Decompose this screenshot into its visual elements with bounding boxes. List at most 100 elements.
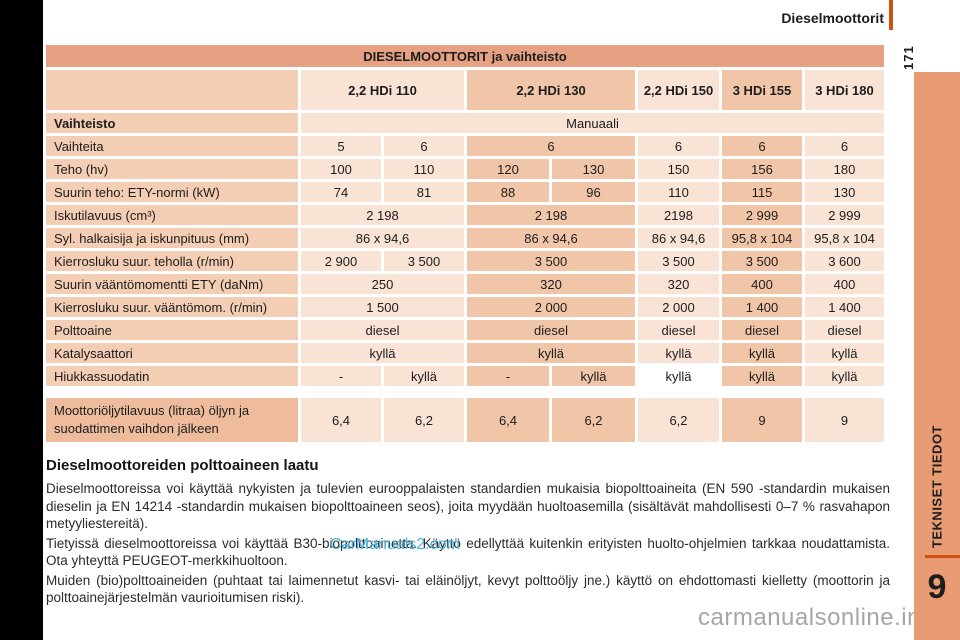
table-row: Kierrosluku suur. teholla (r/min) 2 900 … — [46, 251, 884, 271]
cell: kyllä — [638, 343, 719, 363]
cell: 6 — [805, 136, 884, 156]
header-empty-cell — [46, 70, 298, 110]
cell: 3 600 — [805, 251, 884, 271]
table-row: Syl. halkaisija ja iskunpituus (mm) 86 x… — [46, 228, 884, 248]
cell: 320 — [467, 274, 635, 294]
column-header: 3 HDi 155 — [722, 70, 802, 110]
cell: 95,8 x 104 — [805, 228, 884, 248]
cell: 6,2 — [638, 398, 719, 442]
row-label: Suurin vääntömomentti ETY (daNm) — [46, 274, 298, 294]
cell: kyllä — [805, 366, 884, 386]
row-label: Suurin teho: ETY-normi (kW) — [46, 182, 298, 202]
watermark-carmanualsonline: carmanualsonline.info — [698, 604, 942, 631]
running-header-accent-bar — [889, 0, 893, 30]
cell: 88 — [467, 182, 549, 202]
cell: 180 — [805, 159, 884, 179]
cell: 96 — [552, 182, 635, 202]
row-label: Polttoaine — [46, 320, 298, 340]
cell: 6,2 — [384, 398, 464, 442]
cell: 6 — [467, 136, 635, 156]
cell: 130 — [805, 182, 884, 202]
row-label: Teho (hv) — [46, 159, 298, 179]
table-header-row: 2,2 HDi 110 2,2 HDi 130 2,2 HDi 150 3 HD… — [46, 70, 884, 110]
watermark-carmanuals2: CarManuals2.com — [330, 536, 460, 553]
cell: diesel — [722, 320, 802, 340]
cell: 86 x 94,6 — [467, 228, 635, 248]
table-row: Katalysaattori kyllä kyllä kyllä kyllä k… — [46, 343, 884, 363]
oil-row: Moottoriöljytilavuus (litraa) öljyn ja s… — [46, 398, 884, 442]
cell: 150 — [638, 159, 719, 179]
cell: 2 999 — [805, 205, 884, 225]
fuel-quality-section: Dieselmoottoreiden polttoaineen laatu Di… — [46, 457, 890, 609]
table-row: Polttoaine diesel diesel diesel diesel d… — [46, 320, 884, 340]
row-label: Kierrosluku suur. teholla (r/min) — [46, 251, 298, 271]
cell: 6,4 — [301, 398, 381, 442]
cell: kyllä — [384, 366, 464, 386]
table-row: Kierrosluku suur. vääntömom. (r/min) 1 5… — [46, 297, 884, 317]
cell: 1 400 — [722, 297, 802, 317]
cell: 2 000 — [638, 297, 719, 317]
cell: 115 — [722, 182, 802, 202]
cell: 3 500 — [638, 251, 719, 271]
cell: 6,2 — [552, 398, 635, 442]
cell: 156 — [722, 159, 802, 179]
cell: 2 198 — [301, 205, 464, 225]
table-title-row: DIESELMOOTTORIT ja vaihteisto — [46, 45, 884, 67]
section-heading: Dieselmoottoreiden polttoaineen laatu — [46, 457, 319, 474]
cell: 110 — [384, 159, 464, 179]
row-label: Vaihteita — [46, 136, 298, 156]
cell: diesel — [467, 320, 635, 340]
cell: - — [301, 366, 381, 386]
cell: 6 — [722, 136, 802, 156]
chapter-side-label: TEKNISET TIEDOT — [929, 424, 945, 548]
oil-capacity-table: Moottoriöljytilavuus (litraa) öljyn ja s… — [43, 395, 887, 445]
cell: kyllä — [638, 366, 719, 386]
table-row: Teho (hv) 100 110 120 130 150 156 180 — [46, 159, 884, 179]
cell: kyllä — [301, 343, 464, 363]
cell: 1 500 — [301, 297, 464, 317]
cell: 2 999 — [722, 205, 802, 225]
cell: kyllä — [722, 366, 802, 386]
table-row: Suurin teho: ETY-normi (kW) 74 81 88 96 … — [46, 182, 884, 202]
cell: 2198 — [638, 205, 719, 225]
cell: 3 500 — [467, 251, 635, 271]
cell: 9 — [805, 398, 884, 442]
table-row: Hiukkassuodatin - kyllä - kyllä kyllä ky… — [46, 366, 884, 386]
cell: 5 — [301, 136, 381, 156]
row-label: Kierrosluku suur. vääntömom. (r/min) — [46, 297, 298, 317]
cell: 6,4 — [467, 398, 549, 442]
cell: kyllä — [805, 343, 884, 363]
chapter-side-band: TEKNISET TIEDOT 9 — [914, 72, 960, 640]
section-paragraph: Dieselmoottoreissa voi käyttää nykyisten… — [46, 481, 890, 531]
row-label: Vaihteisto — [46, 113, 298, 133]
row-label: Iskutilavuus (cm³) — [46, 205, 298, 225]
cell: kyllä — [467, 343, 635, 363]
row-label: Syl. halkaisija ja iskunpituus (mm) — [46, 228, 298, 248]
running-header: Dieselmoottorit — [781, 10, 884, 26]
cell: 400 — [805, 274, 884, 294]
row-label: Hiukkassuodatin — [46, 366, 298, 386]
cell: 2 900 — [301, 251, 381, 271]
cell: diesel — [805, 320, 884, 340]
column-header: 2,2 HDi 130 — [467, 70, 635, 110]
table-row: Vaihteita 5 6 6 6 6 6 — [46, 136, 884, 156]
scan-left-border — [0, 0, 43, 640]
cell: diesel — [301, 320, 464, 340]
cell: 86 x 94,6 — [638, 228, 719, 248]
cell: kyllä — [722, 343, 802, 363]
chapter-divider-line — [925, 555, 960, 558]
cell: - — [467, 366, 549, 386]
table-row: Iskutilavuus (cm³) 2 198 2 198 2198 2 99… — [46, 205, 884, 225]
cell: 74 — [301, 182, 381, 202]
column-header: 2,2 HDi 150 — [638, 70, 719, 110]
cell: 130 — [552, 159, 635, 179]
column-header: 2,2 HDi 110 — [301, 70, 464, 110]
cell: 250 — [301, 274, 464, 294]
cell: 2 198 — [467, 205, 635, 225]
cell: 6 — [638, 136, 719, 156]
cell: diesel — [638, 320, 719, 340]
chapter-number: 9 — [927, 568, 947, 606]
cell: 9 — [722, 398, 802, 442]
page-number: 171 — [901, 45, 916, 70]
table-title: DIESELMOOTTORIT ja vaihteisto — [46, 45, 884, 67]
